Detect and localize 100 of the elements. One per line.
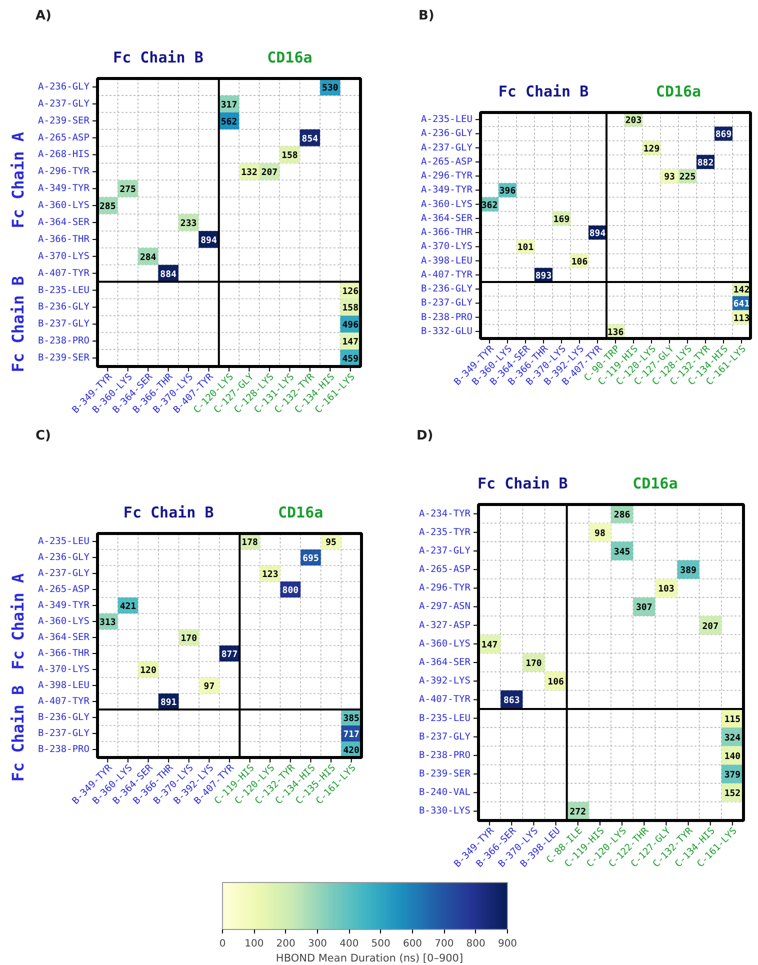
- y-tick-label: B-239-SER: [419, 768, 471, 780]
- data-label: 459: [342, 354, 359, 365]
- y-tick-label: A-366-THR: [38, 648, 90, 659]
- y-tick-label: A-366-THR: [421, 227, 473, 238]
- data-label: 307: [636, 603, 652, 614]
- data-label: 170: [180, 634, 198, 644]
- data-label: 178: [242, 538, 258, 548]
- text: CD16a: [267, 48, 312, 66]
- color-bar-label: 700: [434, 938, 454, 950]
- y-tick-label: A-349-TYR: [38, 183, 90, 194]
- y-tick-label: B-235-LEU: [38, 284, 90, 296]
- y-tick-label: A-360-LYS: [38, 200, 90, 212]
- text: CD16a: [278, 504, 324, 522]
- text: CD16a: [632, 474, 678, 492]
- y-tick-label: A-364-SER: [38, 632, 90, 643]
- y-tick-label: B-238-PRO: [419, 750, 471, 761]
- y-tick-label: A-297-ASN: [419, 601, 471, 612]
- y-tick-label: B-237-GLY: [421, 298, 473, 309]
- text: Fc Chain B: [478, 474, 568, 492]
- y-tick-label: B-240-VAL: [419, 787, 471, 798]
- y-tick-label: A-407-TYR: [38, 696, 90, 707]
- data-label: 101: [517, 243, 534, 254]
- data-label: 147: [481, 640, 498, 650]
- text: Fc Chain B: [123, 504, 214, 522]
- data-label: 854: [302, 134, 319, 144]
- data-label: 152: [724, 789, 741, 800]
- data-label: 641: [733, 300, 750, 310]
- y-tick-label: A-296-TYR: [421, 170, 473, 182]
- chart-title: D): [416, 428, 434, 444]
- y-tick-label: A-235-LEU: [421, 114, 473, 126]
- color-bar-label: 0: [219, 938, 226, 950]
- y-tick-label: A-296-TYR: [38, 166, 90, 178]
- y-tick-label: A-236-GLY: [421, 128, 473, 140]
- y-tick-label: A-239-SER: [38, 115, 90, 126]
- color-bar-label: 600: [402, 938, 422, 950]
- data-label: 869: [715, 130, 732, 140]
- data-label: 207: [261, 168, 278, 178]
- y-tick-label: B-237-GLY: [38, 318, 90, 330]
- data-label: 120: [140, 666, 156, 676]
- color-bar-label: 200: [276, 938, 296, 950]
- data-label: 103: [658, 584, 674, 595]
- y-tick-label: A-265-ASP: [419, 564, 471, 576]
- data-label: 420: [343, 746, 360, 756]
- y-tick-label: A-349-TYR: [38, 600, 90, 611]
- y-tick-label: A-235-TYR: [419, 526, 471, 538]
- color-bar-label: 900: [498, 938, 518, 950]
- y-tick-label: A-237-GLY: [421, 142, 473, 154]
- y-tick-label: B-235-LEU: [419, 712, 471, 724]
- y-tick-label: B-238-PRO: [421, 312, 473, 323]
- data-label: 123: [262, 570, 278, 580]
- y-tick-label: A-235-LEU: [38, 536, 90, 547]
- data-label: 882: [697, 158, 714, 168]
- y-tick-label: B-238-PRO: [38, 744, 90, 755]
- data-label: 695: [302, 554, 319, 564]
- data-label: 113: [733, 314, 750, 324]
- chart-title: B): [418, 8, 434, 24]
- data-label: 126: [342, 286, 359, 297]
- data-label: 207: [702, 622, 719, 632]
- color-bar-label: 500: [371, 938, 390, 950]
- data-label: 884: [160, 270, 178, 280]
- y-tick-label: B-236-GLY: [421, 284, 473, 295]
- color-bar-label: 100: [244, 938, 264, 950]
- color-bar-label: 400: [340, 938, 359, 950]
- y-tick-label: B-332-GLU: [421, 326, 473, 337]
- data-label: 863: [503, 696, 520, 706]
- data-label: 233: [180, 219, 197, 229]
- y-tick-label: A-234-TYR: [419, 508, 471, 520]
- y-tick-label: A-360-LYS: [419, 638, 471, 650]
- y-tick-label: A-398-LEU: [38, 680, 90, 691]
- data-label: 272: [570, 808, 586, 818]
- y-tick-label: B-237-GLY: [419, 731, 471, 742]
- data-label: 106: [571, 257, 588, 268]
- color-bar-title: HBOND Mean Duration (ns) [0–900]: [276, 952, 464, 964]
- y-tick-label: A-236-GLY: [38, 552, 90, 563]
- text: Fc Chain A: [8, 572, 28, 670]
- y-tick-label: A-370-LYS: [38, 664, 90, 675]
- y-tick-label: A-265-ASP: [38, 584, 90, 595]
- y-tick-label: A-327-ASP: [419, 620, 471, 631]
- y-tick-label: A-360-LYS: [421, 198, 473, 210]
- chart-title: C): [36, 428, 51, 444]
- data-label: 894: [589, 229, 606, 240]
- text: Fc Chain A: [8, 132, 28, 228]
- y-tick-label: A-237-GLY: [38, 568, 90, 579]
- y-tick-label: B-238-PRO: [38, 336, 90, 347]
- color-bar-label: 300: [308, 938, 328, 950]
- y-tick-label: B-330-LYS: [419, 806, 471, 817]
- text: Fc Chain B: [8, 684, 28, 782]
- data-label: 317: [220, 100, 238, 110]
- y-tick-label: A-398-LEU: [421, 255, 473, 266]
- data-label: 800: [282, 586, 299, 596]
- y-tick-label: A-265-ASP: [38, 132, 90, 144]
- y-tick-label: A-236-GLY: [38, 81, 90, 92]
- data-label: 129: [643, 144, 660, 154]
- data-label: 313: [100, 618, 116, 628]
- y-tick-label: B-237-GLY: [38, 728, 90, 739]
- text: Fc Chain B: [498, 82, 589, 100]
- text: Fc Chain B: [113, 48, 204, 66]
- y-tick-label: A-268-HIS: [38, 149, 90, 160]
- y-tick-label: B-239-SER: [38, 352, 90, 364]
- data-label: 379: [724, 770, 741, 781]
